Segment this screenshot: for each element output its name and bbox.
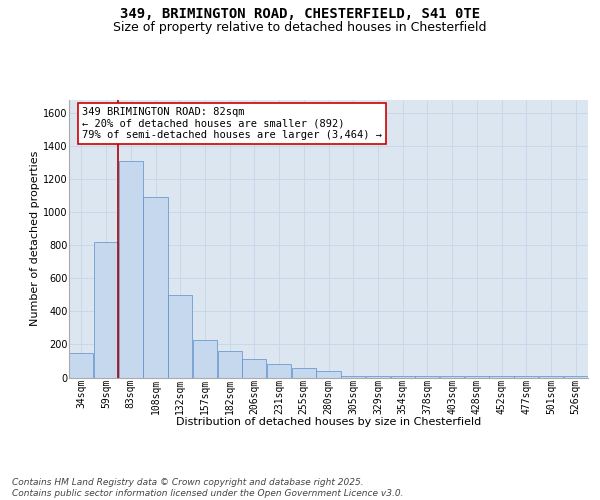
Bar <box>316 371 341 378</box>
Y-axis label: Number of detached properties: Number of detached properties <box>30 151 40 326</box>
Bar <box>490 376 514 378</box>
Bar <box>366 376 390 378</box>
X-axis label: Distribution of detached houses by size in Chesterfield: Distribution of detached houses by size … <box>176 417 481 427</box>
Text: Size of property relative to detached houses in Chesterfield: Size of property relative to detached ho… <box>113 21 487 34</box>
Bar <box>539 376 563 378</box>
Bar <box>563 376 588 378</box>
Bar <box>292 368 316 378</box>
Bar <box>168 295 193 378</box>
Bar <box>94 242 118 378</box>
Bar <box>514 376 538 378</box>
Bar <box>69 352 94 378</box>
Text: 349 BRIMINGTON ROAD: 82sqm
← 20% of detached houses are smaller (892)
79% of sem: 349 BRIMINGTON ROAD: 82sqm ← 20% of deta… <box>82 107 382 140</box>
Bar <box>415 376 439 378</box>
Text: Contains HM Land Registry data © Crown copyright and database right 2025.
Contai: Contains HM Land Registry data © Crown c… <box>12 478 404 498</box>
Bar <box>242 360 266 378</box>
Bar <box>119 161 143 378</box>
Bar <box>391 376 415 378</box>
Bar <box>267 364 291 378</box>
Bar <box>193 340 217 378</box>
Bar <box>440 376 464 378</box>
Bar <box>464 376 489 378</box>
Bar <box>218 351 242 378</box>
Bar <box>341 376 365 378</box>
Text: 349, BRIMINGTON ROAD, CHESTERFIELD, S41 0TE: 349, BRIMINGTON ROAD, CHESTERFIELD, S41 … <box>120 8 480 22</box>
Bar <box>143 198 167 378</box>
